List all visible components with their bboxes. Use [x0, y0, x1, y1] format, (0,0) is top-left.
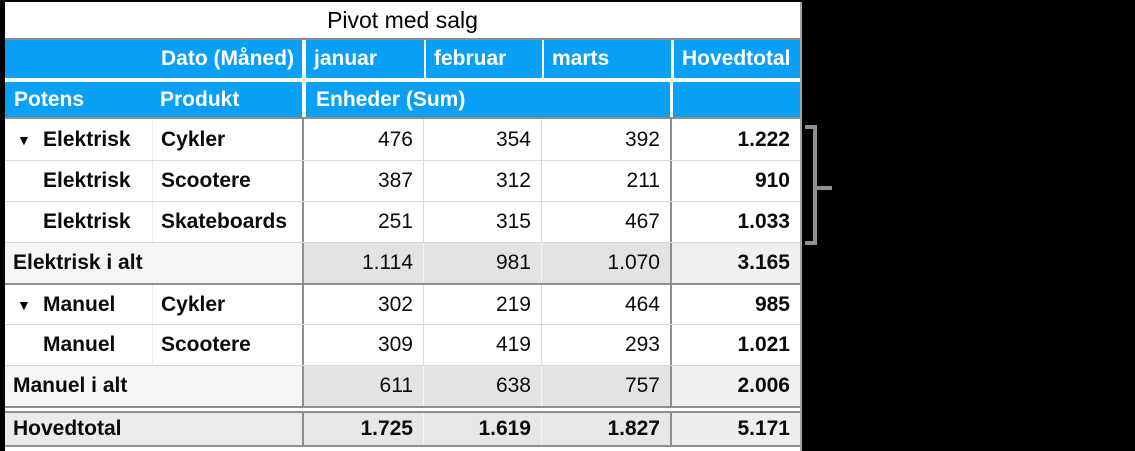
value-cell[interactable]: 611	[302, 366, 423, 406]
value-cell[interactable]: 981	[423, 243, 541, 283]
bracket-top-tick	[805, 125, 815, 129]
value-cell[interactable]: 467	[541, 202, 670, 242]
value-cell[interactable]: 757	[541, 366, 670, 406]
table-body: ▼ Elektrisk Cykler 476 354 392 1.222 Elektrisk S…	[5, 119, 800, 447]
value-cell[interactable]: 251	[302, 202, 423, 242]
value-cell[interactable]: 392	[541, 119, 670, 160]
column-header-row: Dato (Måned) januar februar marts Hovedt…	[5, 40, 800, 78]
table-row: ▼ Elektrisk Cykler 476 354 392 1.222	[5, 119, 800, 160]
header-row-gap	[5, 78, 800, 82]
value-cell[interactable]: 309	[302, 325, 423, 365]
group-cell[interactable]: ▼ Manuel	[5, 285, 152, 324]
bracket-bottom-tick	[805, 241, 815, 245]
subtotal-row: Elektrisk i alt 1.114 981 1.070 3.165	[5, 242, 800, 283]
table-title[interactable]: Pivot med salg	[5, 2, 800, 40]
group-label: Manuel	[43, 333, 116, 356]
product-cell[interactable]: Scootere	[152, 325, 302, 365]
total-cell[interactable]: 2.006	[670, 366, 800, 406]
total-cell[interactable]: 985	[670, 285, 800, 324]
product-cell[interactable]: Skateboards	[152, 202, 302, 242]
value-cell[interactable]: 638	[423, 366, 541, 406]
group-cell[interactable]: Elektrisk	[5, 202, 152, 242]
disclosure-triangle-icon[interactable]: ▼	[17, 296, 31, 313]
bracket-vertical-line	[813, 125, 817, 245]
field-header-row: Potens Produkt Enheder (Sum)	[5, 82, 800, 119]
value-cell[interactable]: 1.827	[541, 413, 670, 445]
table-row: ▼ Manuel Cykler 302 219 464 985	[5, 283, 800, 324]
row-label-cell[interactable]: Elektrisk i alt	[5, 243, 302, 283]
row-label-cell[interactable]: Hovedtotal	[5, 413, 302, 445]
group-label: Elektrisk	[43, 169, 131, 192]
total-cell[interactable]: 910	[670, 161, 800, 201]
potens-field-header[interactable]: Potens	[14, 87, 85, 111]
produkt-field-header[interactable]: Produkt	[160, 87, 240, 111]
total-cell[interactable]: 3.165	[670, 243, 800, 283]
bracket-middle-tick	[817, 186, 832, 190]
value-cell[interactable]: 211	[541, 161, 670, 201]
total-cell[interactable]: 1.033	[670, 202, 800, 242]
column-header-januar[interactable]: januar	[302, 40, 424, 78]
total-cell[interactable]: 5.171	[670, 413, 800, 445]
value-cell[interactable]: 1.619	[423, 413, 541, 445]
value-cell[interactable]: 387	[302, 161, 423, 201]
enheder-sum-header[interactable]: Enheder (Sum)	[302, 82, 670, 117]
group-cell[interactable]: Manuel	[5, 325, 152, 365]
value-cell[interactable]: 354	[423, 119, 541, 160]
table-row: Elektrisk Skateboards 251 315 467 1.033	[5, 201, 800, 242]
table-row: Elektrisk Scootere 387 312 211 910	[5, 160, 800, 201]
section-divider	[5, 406, 800, 413]
value-cell[interactable]: 1.114	[302, 243, 423, 283]
value-cell[interactable]: 302	[302, 285, 423, 324]
blank-header-cell[interactable]	[670, 82, 800, 117]
column-header-februar[interactable]: februar	[424, 40, 542, 78]
group-label: Manuel	[43, 292, 116, 316]
product-cell[interactable]: Cykler	[152, 285, 302, 324]
value-cell[interactable]: 1.725	[302, 413, 423, 445]
row-label-cell[interactable]: Manuel i alt	[5, 366, 302, 406]
value-cell[interactable]: 219	[423, 285, 541, 324]
total-cell[interactable]: 1.021	[670, 325, 800, 365]
value-cell[interactable]: 1.070	[541, 243, 670, 283]
value-cell[interactable]: 315	[423, 202, 541, 242]
pivot-table: Pivot med salg Dato (Måned) januar febru…	[5, 2, 802, 451]
dato-maaned-header[interactable]: Dato (Måned)	[161, 47, 294, 70]
value-cell[interactable]: 419	[423, 325, 541, 365]
column-header-hovedtotal[interactable]: Hovedtotal	[671, 40, 800, 78]
product-cell[interactable]: Scootere	[152, 161, 302, 201]
group-cell[interactable]: Elektrisk	[5, 161, 152, 201]
value-cell[interactable]: 293	[541, 325, 670, 365]
total-cell[interactable]: 1.222	[670, 119, 800, 160]
table-row: Manuel Scootere 309 419 293 1.021	[5, 324, 800, 365]
group-label: Elektrisk	[43, 127, 131, 151]
subtotal-row: Manuel i alt 611 638 757 2.006	[5, 365, 800, 406]
group-label: Elektrisk	[43, 210, 131, 233]
value-cell[interactable]: 312	[423, 161, 541, 201]
product-cell[interactable]: Cykler	[152, 119, 302, 160]
group-cell[interactable]: ▼ Elektrisk	[5, 119, 152, 160]
grandtotal-row: Hovedtotal 1.725 1.619 1.827 5.171	[5, 413, 800, 447]
column-header-marts[interactable]: marts	[542, 40, 671, 78]
value-cell[interactable]: 464	[541, 285, 670, 324]
value-cell[interactable]: 476	[302, 119, 423, 160]
disclosure-triangle-icon[interactable]: ▼	[17, 131, 31, 148]
